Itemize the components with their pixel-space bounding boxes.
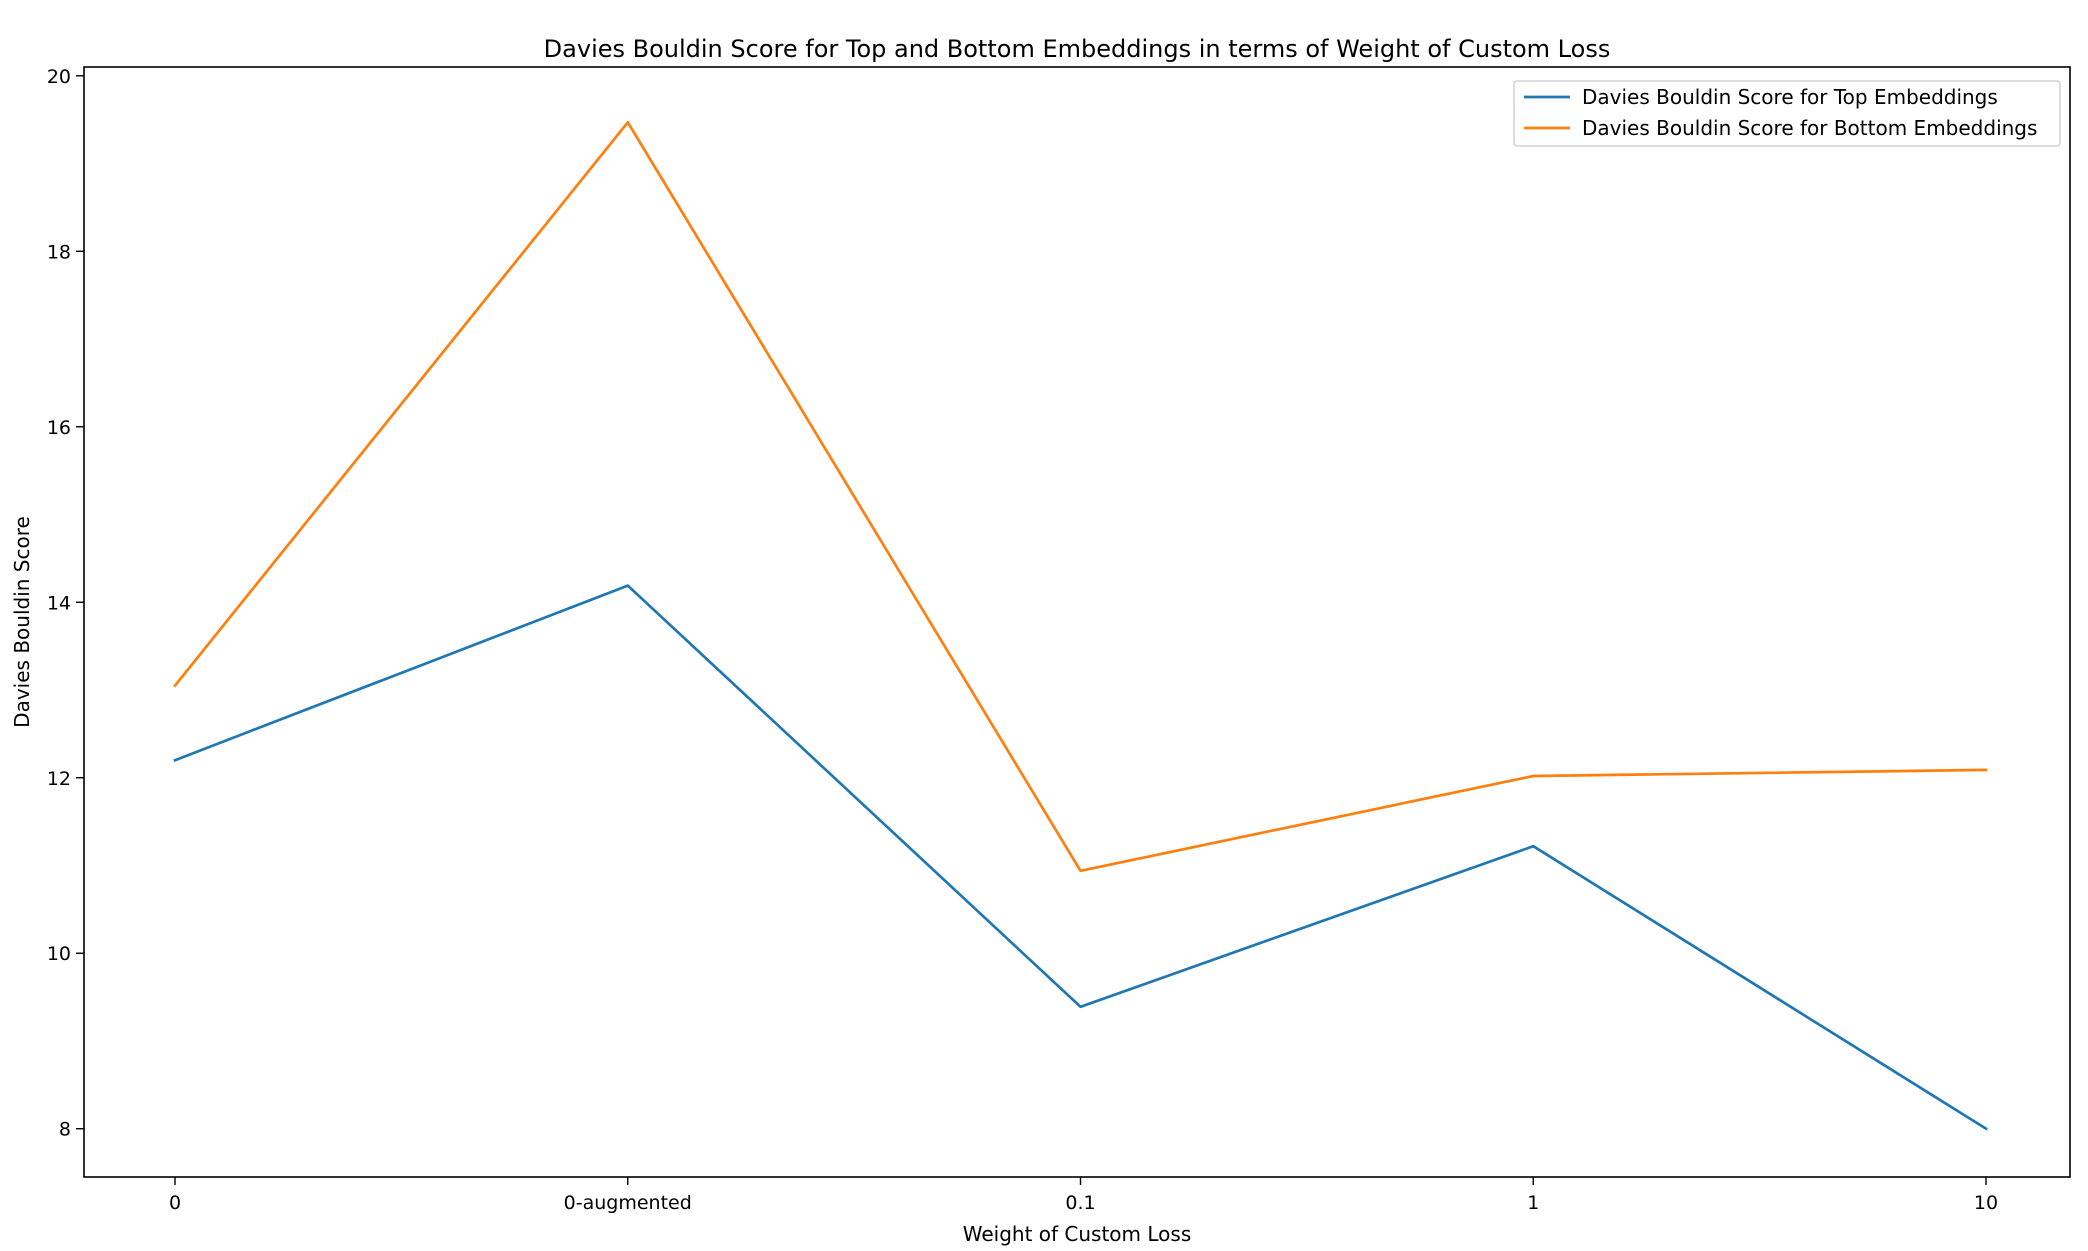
plot-area [173,120,1988,1131]
y-tick-label: 14 [47,592,71,614]
x-tick-label: 0.1 [1065,1192,1095,1214]
plot-frame [83,66,2071,1178]
chart-title: Davies Bouldin Score for Top and Bottom … [544,35,1611,63]
x-tick-label: 1 [1527,1192,1539,1214]
y-tick-label: 18 [47,241,71,263]
y-tick-label: 16 [47,417,71,439]
y-tick-label: 8 [59,1119,71,1141]
legend-box [1513,80,2061,147]
x-tick-label: 10 [1974,1192,1998,1214]
series-line-bottom-embeddings [173,120,1988,873]
x-tick-label: 0 [169,1192,181,1214]
series-line-top-embeddings [173,584,1988,1131]
x-axis: 0 0-augmented 0.1 1 10 [169,1177,1998,1214]
x-tick-label: 0-augmented [564,1192,692,1214]
legend-label-top: Davies Bouldin Score for Top Embeddings [1582,85,1998,109]
legend: Davies Bouldin Score for Top Embeddings … [1513,80,2061,147]
x-axis-label: Weight of Custom Loss [963,1222,1192,1246]
legend-label-bottom: Davies Bouldin Score for Bottom Embeddin… [1582,116,2037,140]
y-axis-label: Davies Bouldin Score [10,516,34,728]
y-tick-label: 12 [47,768,71,790]
y-axis: 8 10 12 14 16 18 20 [47,66,84,1141]
y-tick-label: 20 [47,66,71,88]
y-tick-label: 10 [47,943,71,965]
